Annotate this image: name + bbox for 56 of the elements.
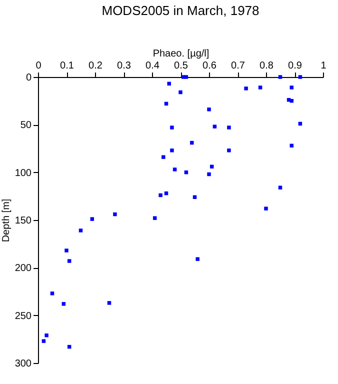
point xyxy=(210,164,214,168)
point xyxy=(64,248,68,252)
point xyxy=(190,140,194,145)
point xyxy=(207,172,211,176)
point xyxy=(207,108,211,112)
point xyxy=(264,206,268,210)
point xyxy=(67,259,72,263)
point xyxy=(227,126,231,130)
point xyxy=(172,168,177,172)
x-tick-label: 0.3 xyxy=(117,60,132,72)
x-tick-label: 0.8 xyxy=(260,60,274,72)
point xyxy=(113,212,117,216)
x-tick-label: 0.5 xyxy=(174,60,188,72)
point xyxy=(152,216,157,220)
point xyxy=(290,86,294,90)
x-tick-label: 0 xyxy=(36,60,42,72)
y-tick-label: 0 xyxy=(26,72,32,84)
y-tick-label: 200 xyxy=(14,263,32,274)
y-tick-label: 100 xyxy=(14,168,32,179)
x-tick-label: 0.2 xyxy=(88,60,103,72)
point xyxy=(278,186,282,190)
y-tick-label: 150 xyxy=(14,216,32,226)
point xyxy=(162,155,166,159)
point xyxy=(78,228,83,232)
point xyxy=(170,126,174,130)
x-tick-label: 0.6 xyxy=(202,60,217,72)
point xyxy=(44,333,48,338)
y-axis-title: Depth [m] xyxy=(0,198,12,242)
point xyxy=(167,82,171,86)
y-tick-label: 300 xyxy=(14,358,32,370)
point xyxy=(50,292,54,296)
point xyxy=(158,193,162,198)
point xyxy=(298,75,302,79)
x-tick-label: 0.9 xyxy=(288,60,302,72)
y-tick-label: 250 xyxy=(14,310,32,322)
x-tick-label: 0.7 xyxy=(231,60,246,72)
x-tick-label: 0.1 xyxy=(60,60,74,72)
point xyxy=(170,148,174,152)
y-tick-label: 50 xyxy=(20,120,32,132)
point xyxy=(192,195,197,199)
point xyxy=(178,90,182,94)
point xyxy=(196,257,200,261)
point xyxy=(62,302,66,306)
point xyxy=(258,86,262,90)
point xyxy=(278,75,282,79)
point xyxy=(212,124,217,128)
point xyxy=(244,86,248,90)
x-tick-label: 1 xyxy=(320,60,327,72)
chart-title: MODS2005 in March, 1978 xyxy=(102,3,260,18)
point xyxy=(42,339,46,343)
point xyxy=(90,217,94,221)
point xyxy=(184,75,188,79)
x-tick-label: 0.4 xyxy=(146,60,160,72)
x-axis-title: Phaeo. [µg/l] xyxy=(152,48,210,60)
point xyxy=(107,301,112,305)
point xyxy=(227,148,231,152)
